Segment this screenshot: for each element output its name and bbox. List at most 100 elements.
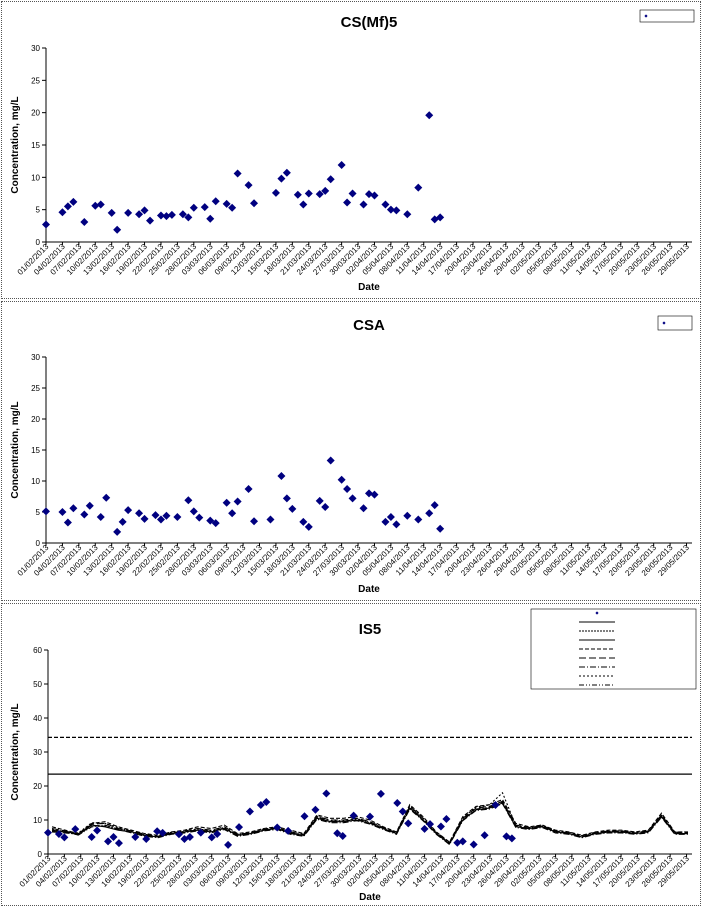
data-point — [118, 517, 127, 526]
y-tick-label: 30 — [31, 44, 40, 53]
data-point — [403, 210, 412, 219]
data-point — [277, 174, 286, 183]
data-point — [262, 797, 271, 806]
data-point — [403, 511, 412, 520]
legend-marker — [644, 14, 648, 18]
y-tick-label: 25 — [31, 384, 40, 393]
y-tick-label: 20 — [31, 415, 40, 424]
data-point — [398, 807, 407, 816]
y-tick-label: 60 — [33, 646, 42, 655]
y-tick-label: 10 — [33, 816, 42, 825]
data-point — [87, 833, 96, 841]
data-point — [91, 201, 100, 210]
data-point — [315, 190, 324, 199]
data-point — [386, 205, 395, 214]
data-point — [442, 814, 451, 823]
data-point — [392, 520, 401, 529]
data-point — [244, 485, 253, 494]
data-point — [135, 210, 144, 219]
data-point — [58, 508, 67, 516]
y-tick-label: 10 — [31, 173, 40, 182]
data-point — [370, 490, 379, 499]
data-point — [266, 515, 275, 524]
data-point — [228, 509, 237, 518]
legend-marker — [595, 611, 599, 615]
data-point — [414, 183, 423, 192]
data-point — [244, 181, 253, 190]
data-point — [71, 825, 80, 834]
data-point — [151, 511, 160, 520]
data-point — [222, 498, 231, 507]
data-point — [337, 161, 346, 170]
data-point — [184, 496, 193, 505]
data-point — [480, 831, 489, 840]
data-point — [321, 186, 330, 195]
data-point — [366, 812, 374, 821]
data-point — [349, 811, 358, 820]
data-point — [376, 789, 385, 798]
data-point — [458, 837, 467, 846]
data-point — [213, 829, 222, 838]
data-point — [436, 822, 445, 831]
data-point — [359, 200, 368, 209]
chart-panel-csa: CSA 0 5 10 15 20 25 30 01/02/2013 04/02/2013 07/02… — [1, 301, 701, 601]
y-tick-label: 40 — [33, 714, 42, 723]
data-point — [167, 210, 176, 219]
data-point — [271, 188, 280, 197]
data-point — [69, 504, 78, 513]
data-point — [196, 828, 205, 837]
data-point — [304, 189, 313, 198]
data-point — [178, 210, 187, 219]
series-line — [51, 800, 688, 844]
data-point — [256, 801, 265, 810]
y-tick-label: 20 — [33, 782, 42, 791]
data-point — [386, 512, 395, 521]
data-point — [414, 515, 423, 524]
data-point — [107, 208, 116, 217]
data-point — [63, 202, 72, 211]
data-point — [104, 837, 113, 846]
data-point — [140, 206, 149, 215]
data-point — [207, 833, 216, 842]
data-point — [425, 509, 434, 518]
data-point — [404, 819, 413, 828]
data-point — [430, 501, 439, 510]
y-tick-label: 5 — [36, 206, 41, 215]
data-point — [185, 833, 194, 841]
y-tick-label: 0 — [36, 539, 41, 548]
data-point — [142, 835, 151, 844]
data-point — [60, 833, 69, 842]
data-point — [359, 504, 368, 513]
data-point — [282, 168, 291, 177]
data-point — [348, 494, 357, 503]
data-point — [158, 828, 167, 837]
data-point — [491, 801, 500, 810]
data-point — [206, 214, 215, 223]
data-point — [304, 522, 313, 531]
data-point — [273, 823, 282, 832]
data-point — [109, 833, 118, 841]
data-point — [156, 211, 165, 220]
data-point — [299, 517, 308, 526]
data-point — [180, 835, 189, 844]
data-point — [426, 820, 435, 829]
data-point — [146, 216, 155, 225]
data-point — [420, 824, 429, 833]
data-point — [69, 197, 78, 206]
data-point — [392, 206, 401, 215]
data-point — [393, 799, 402, 807]
data-point — [80, 217, 89, 226]
data-point — [44, 828, 52, 837]
data-point — [224, 840, 233, 849]
chart-panel-is5: IS5 0 10 20 30 40 50 60 01/02/2013 04/02/2013 07/0… — [1, 603, 701, 906]
legend-marker — [662, 321, 666, 325]
data-point — [135, 509, 144, 518]
data-point — [124, 506, 133, 515]
y-tick-label: 5 — [36, 508, 41, 517]
data-point — [333, 829, 342, 838]
y-tick-label: 0 — [38, 850, 43, 859]
data-point — [173, 512, 182, 521]
chart-title: IS5 — [359, 621, 382, 638]
data-point — [58, 208, 67, 217]
data-point — [131, 833, 140, 841]
